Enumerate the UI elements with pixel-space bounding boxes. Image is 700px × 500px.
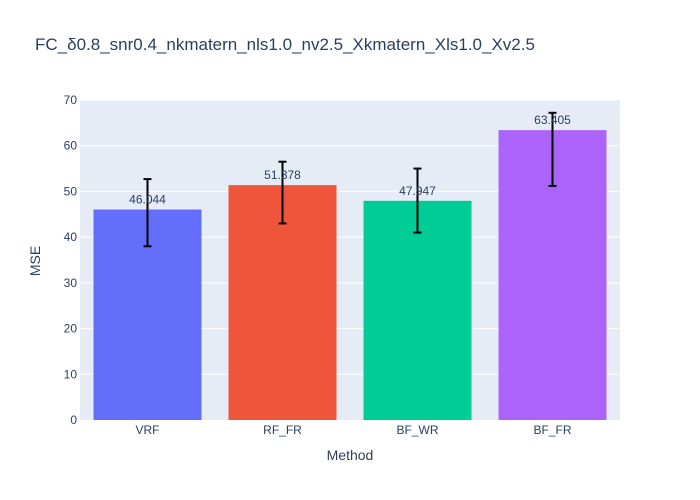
x-tick-label: RF_FR: [263, 423, 302, 437]
y-axis-ticks: 0 10 20 30 40 50 60 70: [64, 93, 78, 427]
y-tick-label: 60: [64, 139, 78, 153]
x-tick-label: BF_WR: [397, 423, 439, 437]
error-bars: [143, 111, 557, 248]
bar-value-label: 51.378: [264, 168, 301, 182]
y-tick-label: 0: [70, 413, 77, 427]
data-labels: 46.044 51.378 47.947 63.405: [129, 113, 571, 206]
bar-value-label: 47.947: [399, 184, 436, 198]
y-tick-label: 30: [64, 276, 78, 290]
chart-title: FC_δ0.8_snr0.4_nkmatern_nls1.0_nv2.5_Xkm…: [35, 35, 535, 54]
y-tick-label: 40: [64, 230, 78, 244]
error-bar: [548, 111, 557, 187]
error-bar: [143, 178, 152, 248]
bar-value-label: 63.405: [534, 113, 571, 127]
error-bar: [413, 167, 422, 234]
x-axis-ticks: VRF RF_FR BF_WR BF_FR: [136, 423, 572, 437]
y-axis-label: MSE: [27, 246, 43, 276]
bar-bf-wr: [363, 200, 472, 420]
y-tick-label: 50: [64, 184, 78, 198]
y-tick-label: 10: [64, 367, 78, 381]
x-tick-label: BF_FR: [533, 423, 571, 437]
x-axis-label: Method: [327, 447, 374, 463]
bar-value-label: 46.044: [129, 193, 166, 207]
y-tick-label: 70: [64, 93, 78, 107]
y-tick-label: 20: [64, 322, 78, 336]
error-bar: [278, 160, 287, 225]
x-tick-label: VRF: [136, 423, 160, 437]
